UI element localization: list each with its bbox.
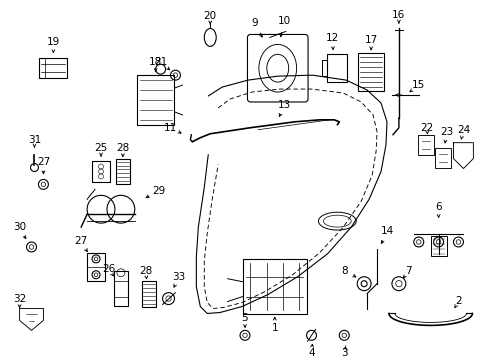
Text: 13: 13 [278, 100, 291, 110]
Bar [327, 54, 346, 82]
Text: 9: 9 [251, 18, 258, 27]
Text: 20: 20 [203, 10, 216, 21]
Text: 15: 15 [411, 80, 425, 90]
Text: 32: 32 [13, 293, 26, 303]
Text: 25: 25 [94, 143, 107, 153]
Text: 21: 21 [154, 57, 167, 67]
Text: 12: 12 [325, 33, 338, 44]
Text: 18: 18 [149, 57, 162, 67]
Bar [242, 259, 306, 314]
Bar [40, 58, 67, 78]
Text: 26: 26 [102, 264, 115, 274]
Text: 14: 14 [380, 226, 393, 236]
Text: 4: 4 [307, 348, 314, 358]
Text: 33: 33 [171, 272, 185, 282]
Bar [430, 236, 446, 256]
Bar [114, 271, 127, 306]
Bar [116, 158, 129, 184]
Bar [87, 253, 105, 281]
Text: 11: 11 [163, 123, 177, 133]
Text: 2: 2 [454, 296, 461, 306]
Text: 28: 28 [139, 266, 152, 276]
Text: 27: 27 [74, 236, 88, 246]
Bar [357, 53, 383, 91]
Text: 7: 7 [405, 266, 411, 276]
Bar [137, 75, 174, 125]
Bar [142, 281, 155, 306]
Text: 19: 19 [47, 37, 60, 48]
Text: 10: 10 [278, 15, 291, 26]
Text: 30: 30 [13, 222, 26, 232]
Text: 3: 3 [340, 348, 347, 358]
Text: 27: 27 [37, 157, 50, 167]
Bar [434, 148, 449, 167]
Text: 17: 17 [364, 35, 377, 45]
Text: 28: 28 [116, 143, 129, 153]
Text: 8: 8 [340, 266, 347, 276]
Text: 5: 5 [241, 314, 248, 323]
Text: 31: 31 [28, 135, 41, 145]
Text: 1: 1 [271, 323, 278, 333]
Text: 16: 16 [391, 10, 405, 19]
Text: 29: 29 [152, 186, 165, 196]
Text: 24: 24 [456, 125, 469, 135]
Text: 22: 22 [419, 123, 432, 133]
Bar [92, 161, 110, 183]
Bar [417, 135, 433, 154]
Text: 6: 6 [434, 202, 441, 212]
Text: 23: 23 [439, 127, 452, 137]
